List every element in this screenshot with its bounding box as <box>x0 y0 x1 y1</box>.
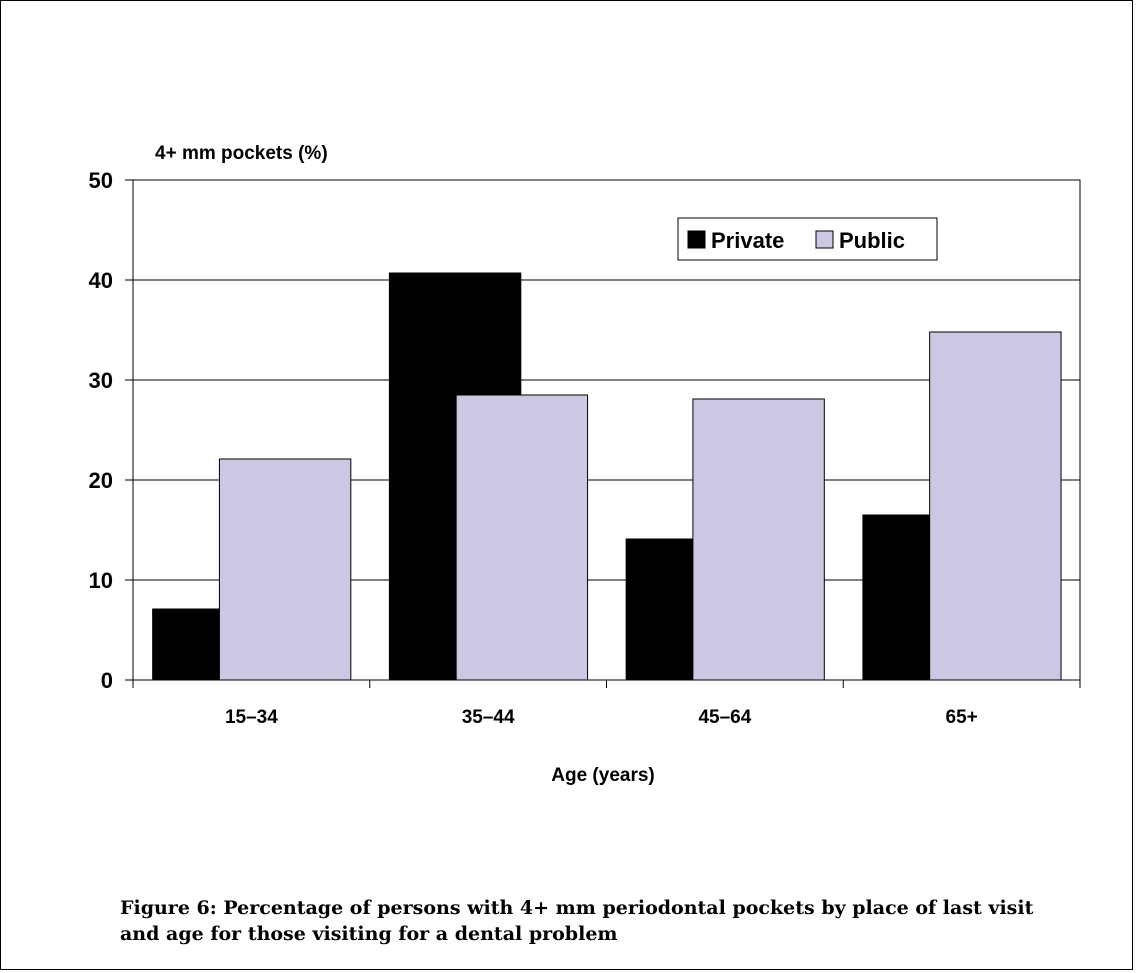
y-tick-label: 10 <box>89 568 113 593</box>
legend-swatch-public <box>815 230 834 249</box>
legend-label-private: Private <box>711 228 784 253</box>
bar-public <box>692 398 825 681</box>
legend-swatch-private <box>687 230 706 249</box>
x-tick-label: 15–34 <box>225 707 278 728</box>
y-axis-title: 4+ mm pockets (%) <box>155 143 328 164</box>
legend-label-public: Public <box>839 228 905 253</box>
bar-public <box>929 331 1062 681</box>
bar-public <box>218 458 352 681</box>
bar-public <box>455 394 589 681</box>
figure-caption: Figure 6: Percentage of persons with 4+ … <box>120 895 1100 947</box>
caption-line-1: Figure 6: Percentage of persons with 4+ … <box>120 897 1034 919</box>
bars <box>152 272 1062 681</box>
y-tick-label: 0 <box>101 668 113 693</box>
x-tick-label: 35–44 <box>462 707 515 728</box>
legend: Private Public <box>677 217 938 261</box>
x-tick-label: 45–64 <box>698 707 751 728</box>
y-tick-labels: 0 10 20 30 40 50 <box>89 168 113 693</box>
x-tick-label: 65+ <box>946 707 978 728</box>
y-tick-label: 50 <box>89 168 113 193</box>
y-tick-label: 40 <box>89 268 113 293</box>
x-axis-title: Age (years) <box>551 765 655 786</box>
caption-line-2: and age for those visiting for a dental … <box>120 923 618 945</box>
y-tick-label: 20 <box>89 468 113 493</box>
y-tick-label: 30 <box>89 368 113 393</box>
legend-box <box>677 217 938 261</box>
axes <box>125 179 1081 688</box>
x-tick-labels: 15–34 35–44 45–64 65+ <box>225 707 978 728</box>
